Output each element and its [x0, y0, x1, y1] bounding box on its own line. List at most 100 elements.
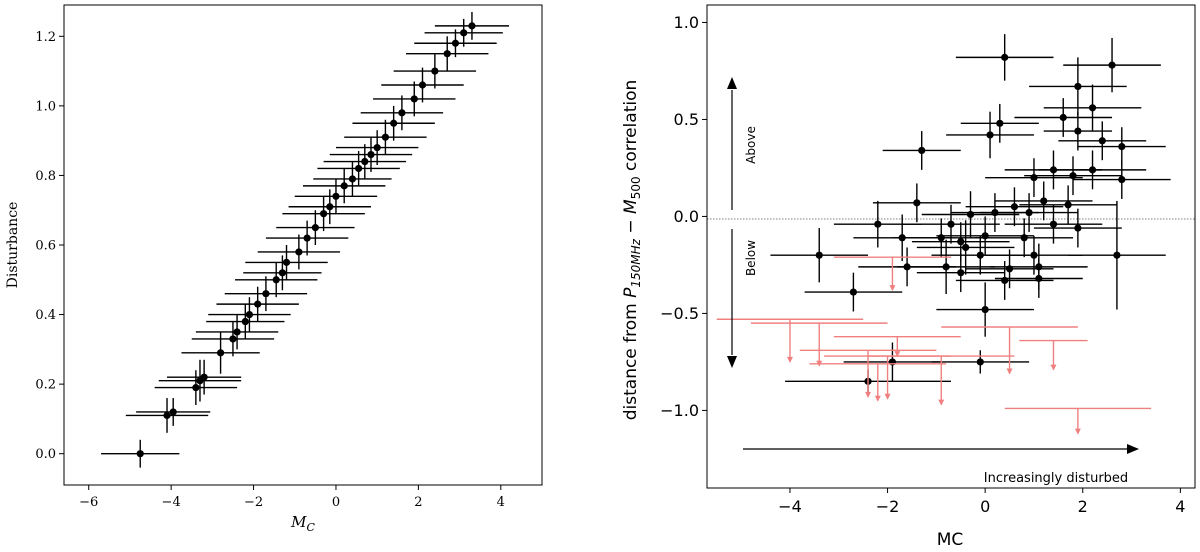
data-point-marker	[373, 144, 381, 152]
data-point	[955, 261, 1054, 300]
data-point	[804, 272, 903, 312]
data-point-marker	[367, 150, 375, 159]
data-point-marker	[1098, 137, 1106, 145]
limit-arrow-head	[874, 395, 881, 402]
data-point	[276, 210, 355, 245]
data-point-marker	[1069, 172, 1077, 180]
data-point-marker	[1005, 265, 1014, 273]
data-point-marker	[229, 335, 237, 343]
data-point-marker	[815, 251, 823, 259]
data-point-marker	[326, 203, 334, 211]
data-point-marker	[1001, 53, 1009, 61]
data-point	[335, 130, 419, 165]
data-point	[352, 105, 435, 141]
right-x-axis-label: MC	[937, 530, 964, 550]
data-point-marker	[431, 67, 439, 75]
data-point-marker	[303, 234, 311, 242]
limit-arrow-head	[1074, 428, 1081, 435]
data-point	[1038, 150, 1147, 190]
below-arrow-head	[727, 356, 737, 368]
data-point-marker	[216, 349, 225, 357]
data-point	[303, 168, 386, 204]
right-y-tick-label: 0.5	[674, 110, 699, 129]
data-point	[288, 189, 371, 225]
right-y-label-suffix: correlation	[621, 80, 641, 177]
data-point-marker	[200, 373, 208, 381]
data-point	[206, 304, 285, 339]
data-point-marker	[918, 146, 926, 155]
data-point	[294, 178, 378, 214]
data-point-marker	[163, 411, 171, 420]
left-y-axis-label: Disturbance	[5, 202, 21, 289]
data-point-marker	[169, 408, 177, 416]
data-point	[921, 191, 1020, 238]
data-point	[916, 253, 1005, 293]
data-point-marker	[1088, 166, 1097, 174]
data-point-marker	[272, 276, 280, 284]
data-point-marker	[192, 384, 200, 392]
data-point-marker	[262, 290, 270, 298]
upper-limit-marker	[799, 349, 937, 398]
data-point	[245, 245, 328, 280]
left-x-ticks: −6 −4 −2 0 2 4	[79, 485, 505, 510]
data-point	[897, 239, 995, 295]
data-point	[1063, 37, 1161, 93]
right-y-ticks: −1.0 −0.5 0.0 0.5 1.0	[660, 13, 707, 420]
data-point-marker	[913, 199, 921, 207]
upper-limit-marker	[809, 363, 947, 402]
data-point	[282, 196, 365, 232]
data-point-marker	[957, 238, 965, 246]
right-plot-frame	[706, 4, 1196, 489]
limit-arrow-head	[884, 393, 891, 400]
data-point	[216, 286, 299, 322]
data-point	[1068, 200, 1166, 310]
left-y-tick-label: 0.4	[35, 308, 56, 323]
left-y-tick-label: 1.2	[35, 30, 56, 45]
right-y-label-mid: −	[621, 214, 641, 239]
data-point-marker	[443, 50, 451, 58]
left-y-ticks: 0.0 0.2 0.4 0.6 0.8 1.0 1.2	[35, 30, 64, 462]
data-point-marker	[1074, 224, 1082, 232]
data-point-marker	[1108, 61, 1116, 69]
right-data-marks	[716, 34, 1171, 435]
data-point-marker	[976, 358, 984, 366]
data-point-marker	[295, 248, 303, 256]
right-x-tick-label: 4	[1175, 497, 1185, 516]
right-x-tick-label: −2	[876, 497, 900, 516]
data-point	[154, 370, 238, 405]
left-y-tick-label: 0.2	[35, 378, 56, 393]
left-x-tick-label: 2	[414, 495, 422, 510]
data-point	[381, 67, 464, 103]
data-point-marker	[1088, 104, 1097, 112]
data-point	[323, 144, 407, 179]
data-point	[955, 34, 1054, 81]
data-point-marker	[398, 109, 406, 117]
data-point-marker	[451, 39, 460, 47]
data-point-marker	[942, 263, 950, 271]
data-point	[1029, 57, 1127, 116]
right-y-tick-label: −0.5	[660, 304, 699, 323]
data-point-marker	[849, 288, 858, 296]
data-point	[373, 81, 456, 117]
data-point	[265, 220, 349, 256]
data-point-marker	[410, 95, 418, 103]
data-point	[414, 29, 497, 58]
data-point	[946, 111, 1034, 159]
data-point	[329, 137, 413, 172]
data-point	[224, 276, 308, 312]
data-point	[965, 187, 1064, 227]
left-x-tick-label: 4	[497, 495, 505, 510]
data-point	[882, 131, 961, 170]
right-y-axis-label: distance from P150MHz − M500 correlation	[621, 80, 643, 421]
data-point-marker	[1040, 197, 1048, 205]
left-y-tick-label: 0.8	[35, 169, 56, 184]
data-point	[434, 11, 510, 40]
right-y-label-p: P	[621, 287, 641, 298]
data-point-marker	[390, 119, 398, 127]
data-point	[1024, 156, 1122, 196]
data-point-marker	[460, 29, 468, 37]
data-point	[1019, 185, 1117, 225]
data-point-marker	[1001, 276, 1009, 285]
data-point-marker	[1030, 251, 1038, 259]
